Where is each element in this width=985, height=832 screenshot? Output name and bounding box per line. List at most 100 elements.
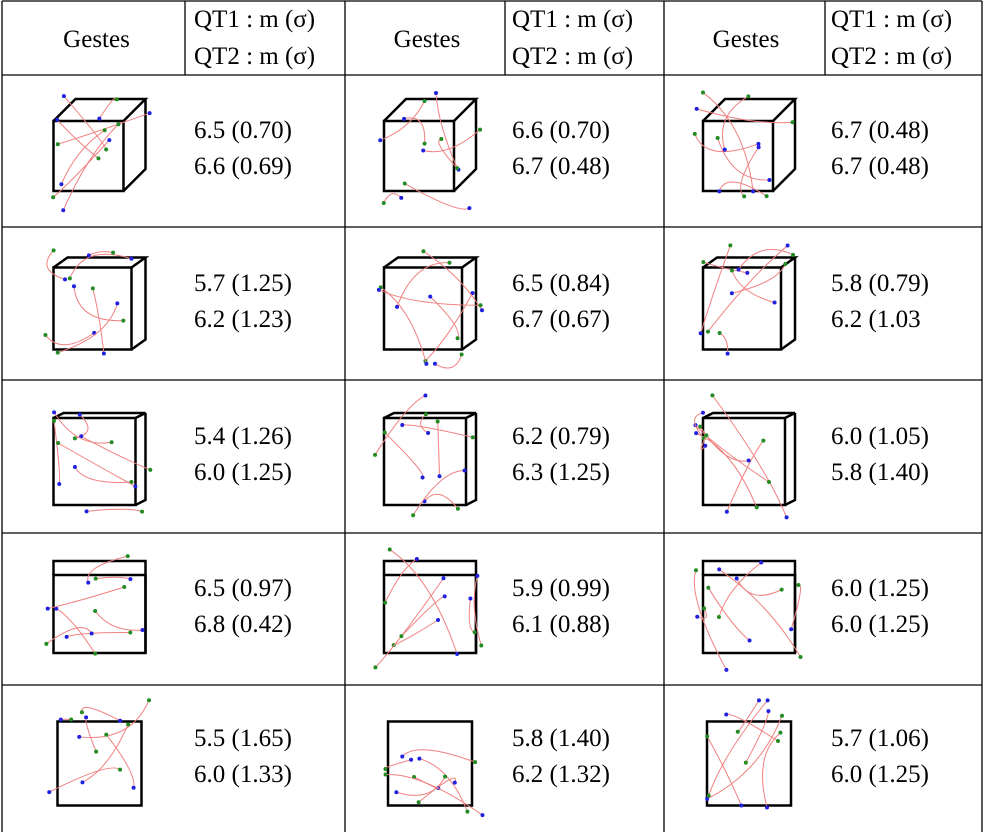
- trace-start: [93, 651, 98, 656]
- trace-end: [394, 790, 399, 795]
- trace-end: [462, 468, 467, 473]
- trace-end: [756, 145, 761, 150]
- gesture-trace: [708, 700, 768, 796]
- trace-end: [84, 509, 89, 514]
- trace-start: [764, 194, 769, 199]
- gesture-trace: [402, 424, 473, 438]
- gesture-trace: [46, 627, 93, 645]
- trace-start: [743, 760, 748, 765]
- trace-start: [125, 554, 130, 559]
- gesture-trace: [404, 183, 470, 210]
- gesture-trace: [762, 732, 781, 808]
- gesture-trace: [45, 332, 95, 346]
- gesture-trace: [401, 595, 445, 637]
- trace-start: [51, 248, 56, 253]
- trace-end: [71, 284, 76, 289]
- gesture-trace: [694, 133, 759, 153]
- trace-start: [51, 195, 56, 200]
- trace-start: [783, 261, 788, 266]
- trace-start: [55, 142, 60, 147]
- trace-start: [383, 772, 388, 777]
- trace-start: [96, 156, 101, 161]
- gesture-trace: [473, 575, 482, 646]
- trace-start: [93, 609, 98, 614]
- gesture-trace: [73, 286, 124, 322]
- gesture-trace: [98, 97, 118, 119]
- trace-end: [736, 267, 741, 272]
- gesture-trace: [424, 493, 459, 510]
- trace-start: [779, 713, 784, 718]
- cube-edges: [383, 97, 480, 192]
- cell-qt2: 5.8 (1.40): [831, 458, 929, 486]
- trace-start: [121, 318, 126, 323]
- trace-start: [479, 643, 484, 648]
- gesture-trace: [699, 426, 749, 462]
- trace-start: [146, 698, 151, 703]
- cube-front: [52, 266, 133, 351]
- trace-end: [467, 206, 472, 211]
- cell-qt1: 5.8 (0.79): [831, 269, 929, 297]
- trace-end: [61, 208, 66, 213]
- cube-edges: [52, 411, 147, 507]
- trace-start: [702, 606, 707, 611]
- cell-qt2: 6.0 (1.25): [831, 611, 929, 638]
- trace-end: [694, 106, 699, 111]
- cube-front: [701, 416, 787, 507]
- cube-front: [705, 720, 793, 807]
- trace-end: [89, 631, 94, 636]
- trace-end: [729, 291, 734, 296]
- gesture-trace: [62, 123, 119, 211]
- trace-start: [465, 809, 470, 814]
- gesture-trace: [69, 253, 132, 279]
- gesture-trace: [726, 713, 779, 742]
- gesture-trace: [702, 92, 754, 192]
- trace-start: [411, 513, 416, 518]
- trace-start: [796, 583, 801, 588]
- trace-end: [475, 573, 480, 578]
- cell-qt1: 5.7 (1.06): [831, 724, 929, 752]
- trace-start: [109, 440, 114, 445]
- trace-start: [701, 260, 706, 265]
- cube-front: [386, 720, 474, 807]
- gesture-trace: [374, 395, 426, 456]
- trace-end: [455, 651, 460, 656]
- trace-start: [116, 122, 121, 127]
- trace-end: [703, 443, 708, 448]
- gesture-trace: [95, 576, 131, 580]
- header-gestures: Gestes: [63, 26, 130, 53]
- trace-start: [790, 120, 795, 125]
- trace-end: [426, 430, 431, 435]
- trace-end: [698, 331, 703, 336]
- cube-edges: [382, 559, 478, 653]
- trace-start: [706, 585, 711, 590]
- gesture-trace: [403, 117, 426, 144]
- gesture-trace: [92, 288, 105, 354]
- trace-end: [717, 189, 722, 194]
- gesture-trace: [693, 570, 727, 671]
- gesture-trace: [420, 413, 429, 434]
- trace-end: [424, 361, 429, 366]
- trace-start: [735, 729, 740, 734]
- trace-start: [705, 329, 710, 334]
- trace-end: [695, 614, 700, 619]
- trace-end: [55, 117, 60, 122]
- gesture-trace: [721, 95, 749, 150]
- trace-end: [717, 567, 722, 572]
- trace-start: [416, 800, 421, 805]
- gesture-trace: [401, 749, 476, 763]
- trace-end: [784, 515, 789, 520]
- gesture-trace: [423, 250, 483, 311]
- trace-end: [72, 465, 77, 470]
- trace-start: [766, 479, 771, 484]
- trace-start: [129, 480, 134, 485]
- trace-end: [400, 754, 405, 759]
- trace-start: [72, 436, 77, 441]
- trace-end: [118, 718, 123, 723]
- trace-start: [705, 734, 710, 739]
- trace-end: [747, 638, 752, 643]
- gesture-trace: [745, 711, 769, 763]
- trace-end: [433, 90, 438, 95]
- cell-qt1: 6.5 (0.97): [194, 575, 292, 602]
- trace-end: [765, 805, 770, 810]
